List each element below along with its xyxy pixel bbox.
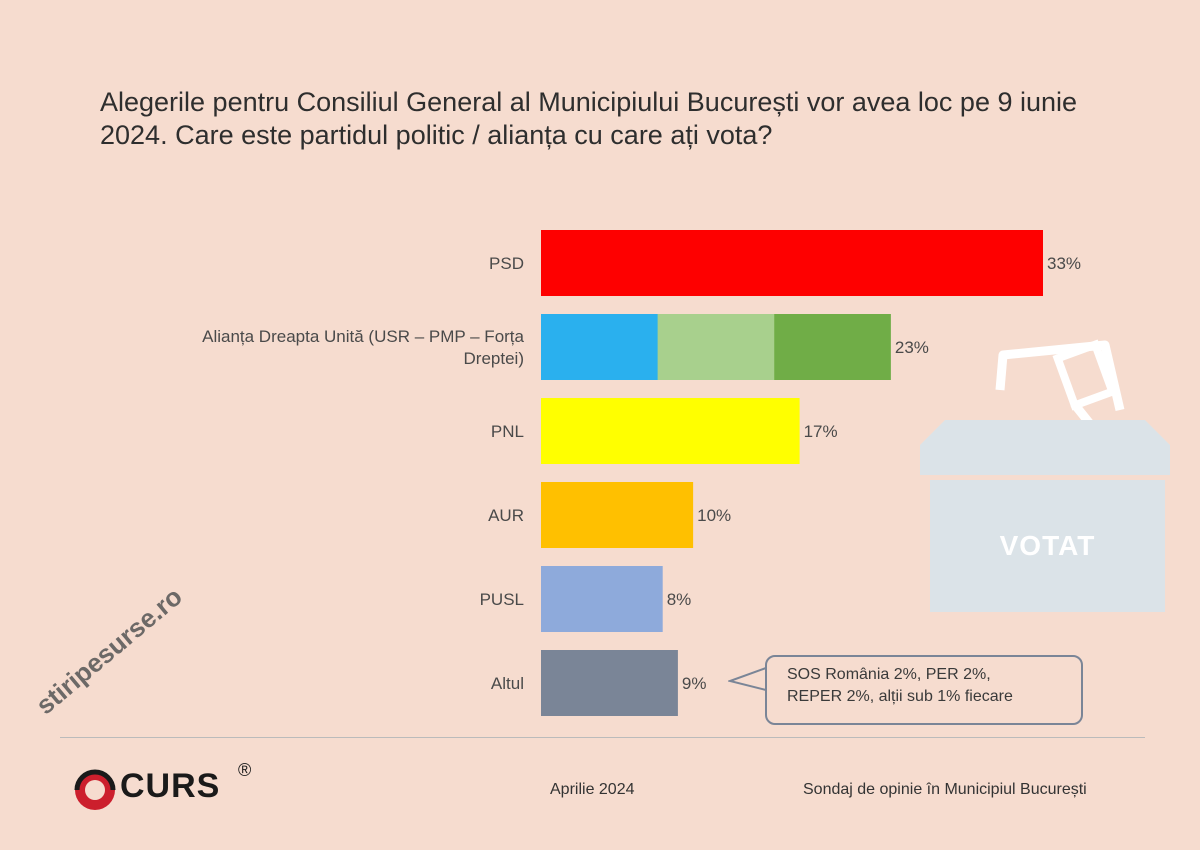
- category-label: PNL: [491, 422, 524, 441]
- category-label: Altul: [491, 674, 524, 693]
- value-label: 23%: [895, 338, 929, 357]
- bar-chart: 33% PSD 23% Alianța Dreapta Unită (USR – PM…: [202, 230, 1081, 716]
- bar-segment: [657, 314, 775, 380]
- bar: [541, 398, 800, 464]
- bar: [541, 482, 694, 548]
- category-label: PUSL: [480, 590, 524, 609]
- bar: [541, 650, 678, 716]
- category-label: Dreptei): [464, 349, 524, 368]
- bar-segment: [774, 314, 891, 380]
- callout-box: [765, 655, 1083, 725]
- bar-group: [541, 482, 694, 548]
- value-label: 17%: [804, 422, 838, 441]
- bar-group: [541, 230, 1043, 296]
- bar-group: [541, 566, 663, 632]
- callout-line: REPER 2%, alții sub 1% fiecare: [787, 688, 1013, 705]
- bar: [541, 230, 1043, 296]
- callout-text: SOS România 2%, PER 2%, REPER 2%, alții …: [787, 664, 1087, 708]
- bar-group: [541, 650, 678, 716]
- logo-text: CURS: [120, 767, 221, 805]
- footer-divider: [60, 737, 1145, 738]
- registered-mark: ®: [238, 760, 252, 780]
- survey-source: Sondaj de opinie în Municipiul București: [803, 781, 1087, 798]
- value-label: 33%: [1047, 254, 1081, 273]
- survey-date: Aprilie 2024: [550, 781, 635, 798]
- ballot-box-icon: [920, 339, 1170, 612]
- bar-group: [541, 314, 891, 380]
- callout-pointer-icon: [728, 667, 767, 691]
- curs-logo-icon: [74, 769, 116, 810]
- category-label: PSD: [489, 254, 524, 273]
- value-label: 10%: [697, 506, 731, 525]
- bar-segment: [541, 314, 659, 380]
- value-label: 8%: [667, 590, 692, 609]
- chart-title: Alegerile pentru Consiliul General al Mu…: [100, 87, 1078, 150]
- category-label: Alianța Dreapta Unită (USR – PMP – Forța: [202, 327, 524, 346]
- bar: [541, 566, 663, 632]
- category-label: AUR: [488, 506, 524, 525]
- value-label: 9%: [682, 674, 707, 693]
- callout-line: SOS România 2%, PER 2%,: [787, 666, 991, 683]
- ballot-label: VOTAT: [999, 530, 1096, 561]
- bar-group: [541, 398, 800, 464]
